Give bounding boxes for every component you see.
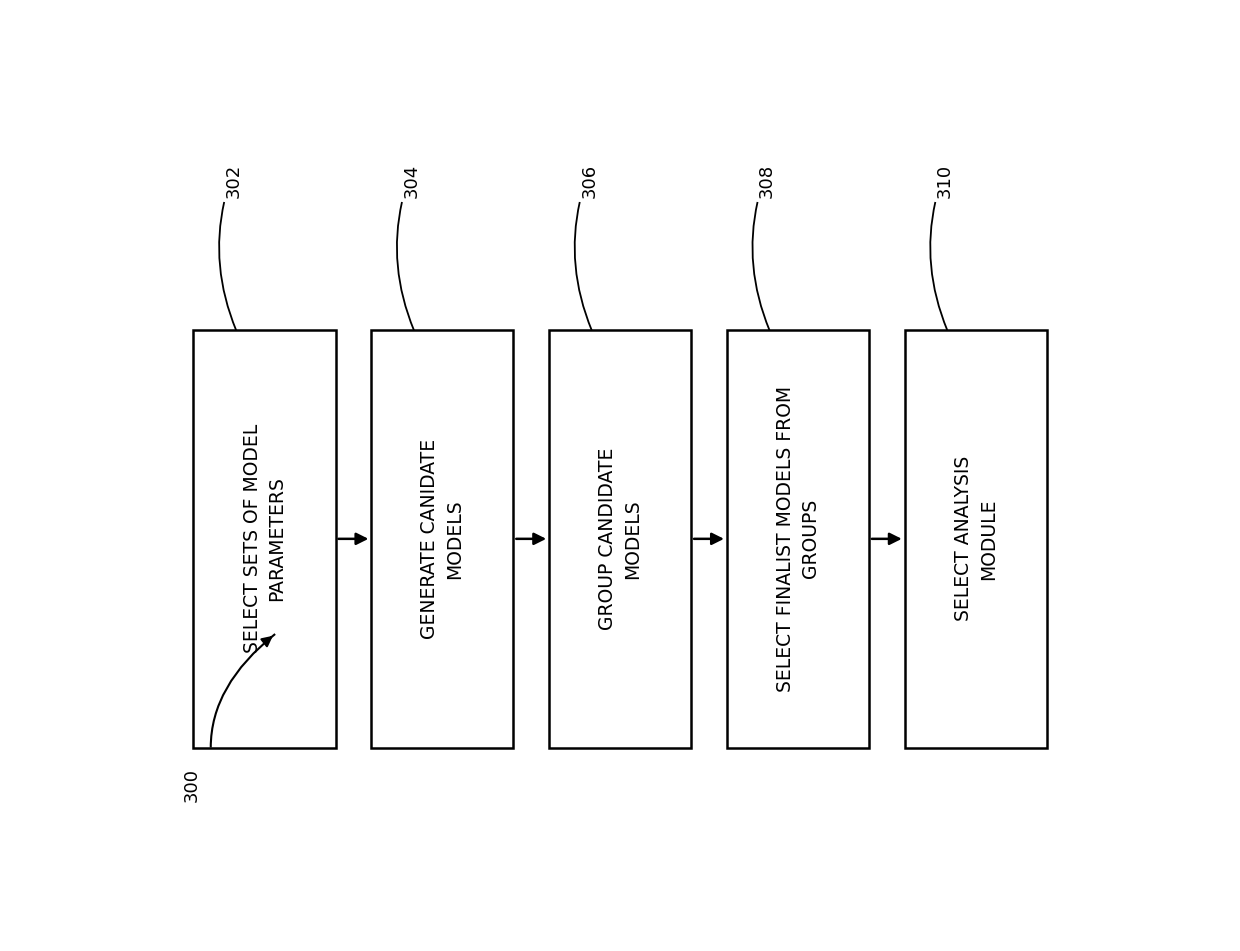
- Bar: [371, 330, 513, 747]
- Text: 306: 306: [580, 165, 599, 199]
- Text: 308: 308: [758, 165, 776, 199]
- Text: 310: 310: [936, 165, 954, 199]
- Text: 300: 300: [182, 768, 201, 803]
- Bar: [193, 330, 336, 747]
- Text: SELECT SETS OF MODEL
PARAMETERS: SELECT SETS OF MODEL PARAMETERS: [243, 424, 286, 653]
- Text: 304: 304: [403, 165, 420, 199]
- Text: 302: 302: [224, 165, 243, 199]
- Text: GROUP CANDIDATE
MODELS: GROUP CANDIDATE MODELS: [598, 448, 642, 630]
- Text: SELECT ANALYSIS
MODULE: SELECT ANALYSIS MODULE: [954, 456, 998, 621]
- Text: SELECT FINALIST MODELS FROM
GROUPS: SELECT FINALIST MODELS FROM GROUPS: [776, 386, 820, 692]
- Bar: [727, 330, 869, 747]
- Bar: [905, 330, 1047, 747]
- Bar: [549, 330, 691, 747]
- Text: GENERATE CANIDATE
MODELS: GENERATE CANIDATE MODELS: [420, 438, 464, 639]
